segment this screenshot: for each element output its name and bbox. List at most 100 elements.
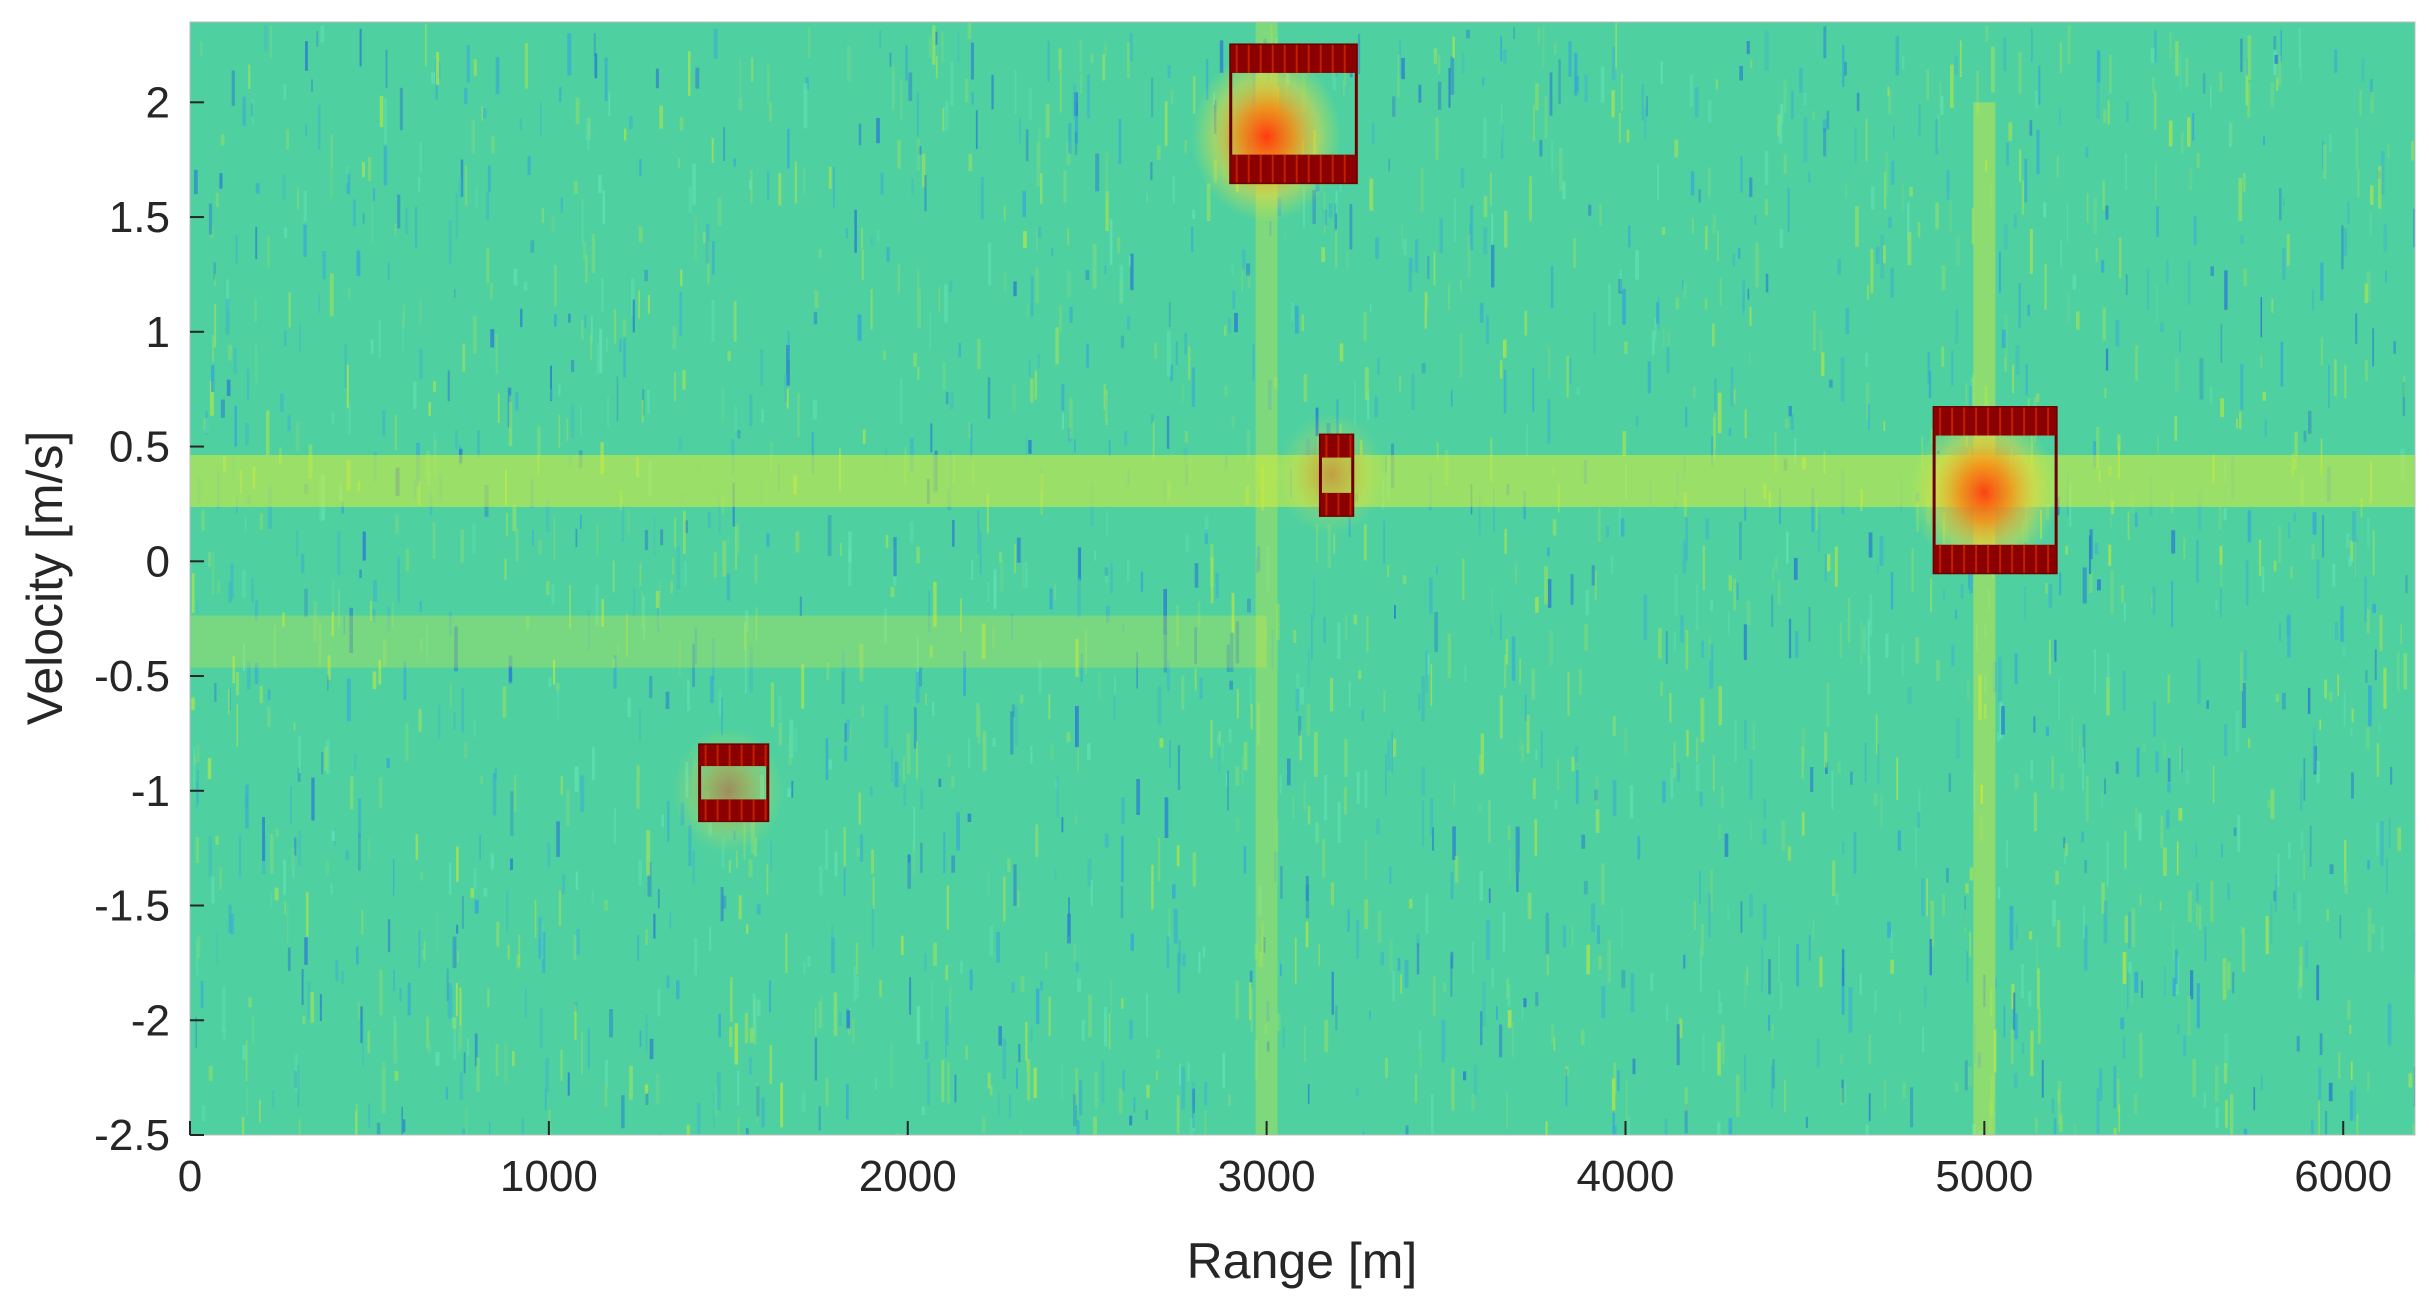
noise-streak [248,997,252,1008]
noise-streak [729,1026,733,1047]
noise-streak [2279,188,2282,221]
noise-streak [1426,292,1429,310]
noise-streak [1599,203,1602,227]
noise-streak [1388,158,1391,172]
noise-streak [929,312,932,350]
noise-streak [1025,434,1028,465]
noise-streak [1907,687,1912,705]
noise-streak [766,864,769,895]
noise-streak [1955,309,1959,344]
noise-streak [1717,1041,1721,1076]
noise-streak [321,751,324,775]
detection-box-top-band [699,744,768,767]
noise-streak [1437,81,1442,110]
noise-streak [910,437,914,472]
noise-streak [548,677,552,687]
noise-streak [676,546,681,590]
noise-streak [1866,382,1870,421]
noise-streak [1774,431,1777,474]
noise-streak [1164,797,1169,838]
noise-streak [1049,588,1053,610]
noise-streak [462,343,466,372]
noise-streak [1385,754,1387,797]
noise-streak [975,703,980,737]
noise-streak [2310,1119,2314,1135]
noise-streak [1019,118,1022,144]
noise-streak [1421,363,1426,374]
noise-streak [2337,674,2339,697]
noise-streak [1459,333,1463,378]
noise-streak [1274,851,1277,883]
noise-streak [2369,78,2374,100]
noise-streak [438,704,441,740]
noise-streak [1842,45,1845,87]
noise-streak [1788,406,1792,417]
noise-streak [1972,374,1975,407]
noise-streak [1493,488,1495,533]
noise-streak [1343,786,1347,815]
noise-streak [1755,242,1759,288]
noise-streak [712,637,715,681]
noise-streak [2088,572,2093,593]
noise-streak [879,980,882,997]
noise-streak [407,982,411,1016]
noise-streak [2316,965,2320,1001]
noise-streak [1192,76,1196,114]
noise-streak [911,178,914,195]
noise-streak [621,504,625,543]
noise-streak [1482,77,1485,86]
noise-streak [1707,167,1711,197]
noise-streak [513,268,518,286]
noise-streak [220,134,225,146]
noise-streak [1701,640,1704,658]
noise-streak [1571,924,1574,947]
noise-streak [1746,600,1751,626]
noise-streak [1968,561,1971,589]
noise-streak [1674,574,1678,617]
noise-streak [676,980,680,1000]
noise-streak [2350,727,2353,737]
x-tick-label: 0 [178,1152,202,1201]
noise-streak [345,850,349,860]
noise-streak [2243,268,2247,286]
noise-streak [1749,306,1752,326]
noise-streak [341,970,344,984]
noise-streak [473,720,476,738]
noise-streak [2287,614,2291,658]
noise-streak [655,68,659,89]
noise-streak [1254,1039,1258,1082]
noise-streak [1867,656,1871,695]
noise-streak [1356,771,1360,804]
noise-streak [284,900,286,915]
target-peak [1277,413,1386,536]
noise-streak [1448,283,1450,311]
noise-streak [1982,977,1984,998]
noise-streak [316,31,319,47]
noise-streak [1075,638,1079,677]
noise-streak [1819,956,1823,988]
noise-streak [1503,370,1507,414]
noise-streak [1667,330,1671,346]
noise-streak [945,1006,949,1045]
noise-streak [201,509,205,531]
noise-streak [370,339,374,354]
noise-streak [2298,28,2301,68]
noise-streak [632,299,635,333]
noise-streak [2094,542,2099,555]
noise-streak [1118,118,1122,165]
noise-streak [819,866,823,896]
noise-streak [1126,42,1130,79]
noise-streak [687,679,690,703]
noise-streak [1544,95,1548,140]
noise-streak [1016,537,1021,563]
noise-streak [1113,696,1116,720]
noise-streak [1216,735,1220,744]
noise-streak [1547,398,1551,444]
noise-streak [358,1002,360,1020]
noise-streak [1334,203,1337,233]
noise-streak [1728,1118,1733,1135]
noise-streak [2134,971,2139,993]
noise-streak [1452,36,1455,59]
noise-streak [319,994,322,1021]
noise-streak [1660,681,1663,697]
